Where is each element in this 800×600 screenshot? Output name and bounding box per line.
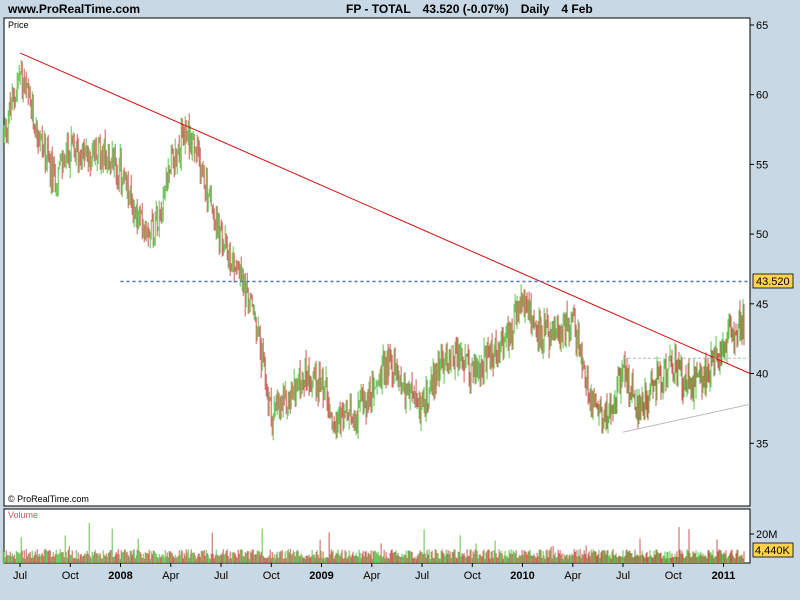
- price-tick-label: 55: [756, 159, 768, 171]
- date-tick-label: 2010: [510, 570, 534, 582]
- volume-panel-label: Volume: [8, 510, 38, 520]
- chart-title: FP - TOTAL 43.520 (-0.07%) Daily 4 Feb: [346, 2, 605, 16]
- last-volume-badge: [752, 542, 794, 558]
- instrument-name: FP - TOTAL: [346, 2, 411, 16]
- date-tick-label: Apr: [363, 570, 380, 582]
- date-tick-label: 2011: [712, 570, 736, 582]
- date-tick-label: Oct: [464, 570, 481, 582]
- price-panel-label: Price: [8, 20, 29, 30]
- support-trendline: [622, 403, 751, 433]
- price-tick-label: 35: [756, 438, 768, 450]
- price-tick-label: 45: [756, 299, 768, 311]
- date-tick-label: Jul: [616, 570, 630, 582]
- date-tick-label: Oct: [665, 570, 682, 582]
- date-tick-label: Apr: [564, 570, 581, 582]
- volume-tick-label: 20M: [756, 529, 777, 541]
- last-price-badge-text: 43.520: [756, 276, 790, 288]
- date-tick-label: Apr: [162, 570, 179, 582]
- price-panel: [3, 17, 751, 507]
- chart-annotations: [19, 52, 751, 433]
- copyright-label: © ProRealTime.com: [8, 494, 89, 504]
- date-tick-label: 2008: [108, 570, 132, 582]
- quote-date: 4 Feb: [561, 2, 593, 16]
- price-tick-label: 40: [756, 369, 768, 381]
- site-name[interactable]: www.ProRealTime.com: [8, 2, 141, 16]
- price-tick-label: 50: [756, 229, 768, 241]
- last-price-badge: [752, 273, 794, 289]
- resistance-trendline: [19, 52, 751, 374]
- date-tick-label: Oct: [62, 570, 79, 582]
- date-tick-label: Jul: [214, 570, 228, 582]
- timeframe: Daily: [520, 2, 550, 16]
- price-axis: 35 40 45 50 55 60 65: [750, 20, 768, 450]
- date-tick-label: Jul: [415, 570, 429, 582]
- date-tick-label: 2009: [309, 570, 333, 582]
- price-candles: [2, 60, 745, 441]
- last-volume-badge-text: 4,440K: [755, 545, 791, 557]
- date-tick-label: Oct: [263, 570, 280, 582]
- last-quote: 43.520 (-0.07%): [422, 2, 509, 16]
- price-tick-label: 60: [756, 90, 768, 102]
- volume-bars: [2, 522, 745, 563]
- chart-header: www.ProRealTime.com FP - TOTAL 43.520 (-0…: [0, 0, 800, 18]
- date-tick-label: Jul: [13, 570, 27, 582]
- date-axis: Jul Oct 2008 Apr Jul Oct 2009 Apr Jul Oct 2010 Apr J…: [13, 563, 735, 582]
- price-tick-label: 65: [756, 20, 768, 32]
